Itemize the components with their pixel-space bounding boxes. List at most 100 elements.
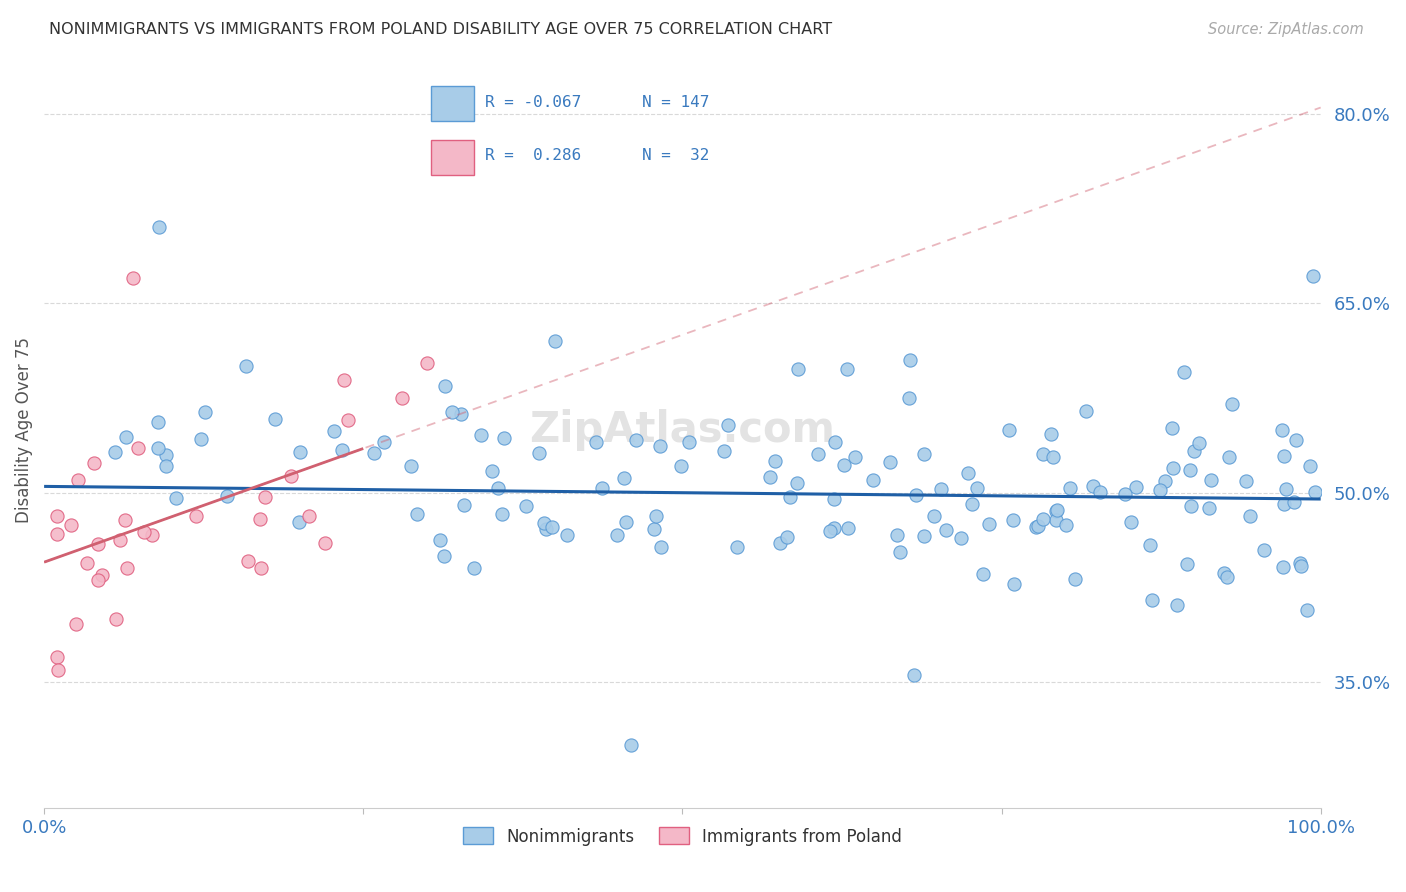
Point bbox=[1272, 559, 1295, 574]
Point bbox=[769, 535, 792, 549]
Point bbox=[416, 356, 439, 370]
Point bbox=[1040, 426, 1063, 441]
Point bbox=[104, 612, 127, 626]
Point bbox=[648, 439, 671, 453]
Point bbox=[65, 617, 87, 632]
Point bbox=[823, 491, 845, 506]
Point bbox=[835, 362, 858, 376]
Point bbox=[1140, 592, 1163, 607]
Point bbox=[1302, 269, 1324, 284]
Point bbox=[824, 435, 846, 450]
Text: Source: ZipAtlas.com: Source: ZipAtlas.com bbox=[1208, 22, 1364, 37]
Point bbox=[288, 444, 311, 458]
Point bbox=[606, 528, 628, 542]
Point bbox=[515, 500, 537, 514]
Point bbox=[322, 424, 344, 438]
Text: ZipAtlas.com: ZipAtlas.com bbox=[530, 409, 835, 450]
Point bbox=[108, 533, 131, 548]
Point bbox=[440, 405, 463, 419]
Point bbox=[330, 443, 353, 458]
Point bbox=[194, 405, 217, 419]
Point bbox=[763, 454, 786, 468]
Point bbox=[337, 413, 360, 427]
Point bbox=[1063, 572, 1085, 586]
Point bbox=[834, 458, 856, 473]
Point bbox=[1299, 458, 1322, 473]
Point bbox=[713, 443, 735, 458]
Point bbox=[76, 556, 98, 570]
Point bbox=[1160, 421, 1182, 435]
Point bbox=[1114, 487, 1136, 501]
Point bbox=[155, 448, 177, 462]
Point bbox=[1282, 495, 1305, 509]
Point bbox=[650, 540, 672, 554]
Point bbox=[146, 441, 169, 455]
Point bbox=[1188, 436, 1211, 450]
Point bbox=[585, 434, 607, 449]
Point bbox=[87, 536, 110, 550]
Point bbox=[433, 549, 456, 563]
Point bbox=[122, 271, 145, 285]
Point bbox=[787, 362, 810, 376]
Point bbox=[406, 508, 429, 522]
Point bbox=[1239, 509, 1261, 524]
Point bbox=[463, 561, 485, 575]
Point bbox=[491, 507, 513, 521]
Point bbox=[979, 516, 1001, 531]
Point bbox=[115, 430, 138, 444]
Point bbox=[820, 524, 842, 538]
Point bbox=[186, 509, 208, 524]
Point bbox=[1180, 499, 1202, 513]
Point bbox=[1032, 512, 1054, 526]
Point bbox=[1272, 450, 1295, 464]
Point bbox=[1285, 433, 1308, 447]
Point bbox=[114, 513, 136, 527]
Point bbox=[250, 561, 273, 575]
Point bbox=[645, 508, 668, 523]
Point bbox=[401, 458, 423, 473]
Point bbox=[1045, 503, 1067, 517]
Point bbox=[46, 663, 69, 677]
Point bbox=[669, 458, 692, 473]
Point bbox=[236, 553, 259, 567]
Point bbox=[1218, 450, 1240, 464]
Point bbox=[1032, 446, 1054, 460]
Point bbox=[1216, 569, 1239, 583]
Point bbox=[1166, 598, 1188, 612]
Point bbox=[249, 512, 271, 526]
Point bbox=[536, 522, 558, 536]
Point bbox=[914, 447, 936, 461]
Point bbox=[844, 450, 866, 464]
Point bbox=[363, 446, 385, 460]
Point bbox=[190, 432, 212, 446]
Point bbox=[298, 508, 321, 523]
Point bbox=[1025, 519, 1047, 533]
Point bbox=[678, 435, 700, 450]
Point bbox=[235, 359, 257, 373]
Point bbox=[1054, 517, 1077, 532]
Point bbox=[1161, 460, 1184, 475]
Point bbox=[141, 527, 163, 541]
Point bbox=[1198, 500, 1220, 515]
Point bbox=[1173, 365, 1195, 379]
Point bbox=[786, 475, 808, 490]
Point bbox=[962, 497, 984, 511]
Point bbox=[87, 573, 110, 587]
Point bbox=[1002, 513, 1025, 527]
Point bbox=[373, 434, 395, 449]
Point bbox=[127, 442, 149, 456]
Point bbox=[929, 482, 952, 496]
Legend: Nonimmigrants, Immigrants from Poland: Nonimmigrants, Immigrants from Poland bbox=[463, 828, 903, 846]
Point bbox=[1289, 559, 1312, 574]
Point bbox=[998, 423, 1021, 437]
Point bbox=[1234, 474, 1257, 488]
Point bbox=[332, 373, 354, 387]
Point bbox=[83, 456, 105, 470]
Point bbox=[1042, 450, 1064, 464]
Point bbox=[1125, 480, 1147, 494]
Point bbox=[966, 481, 988, 495]
Point bbox=[527, 446, 550, 460]
Point bbox=[544, 334, 567, 348]
Point bbox=[533, 516, 555, 530]
Point bbox=[837, 521, 859, 535]
